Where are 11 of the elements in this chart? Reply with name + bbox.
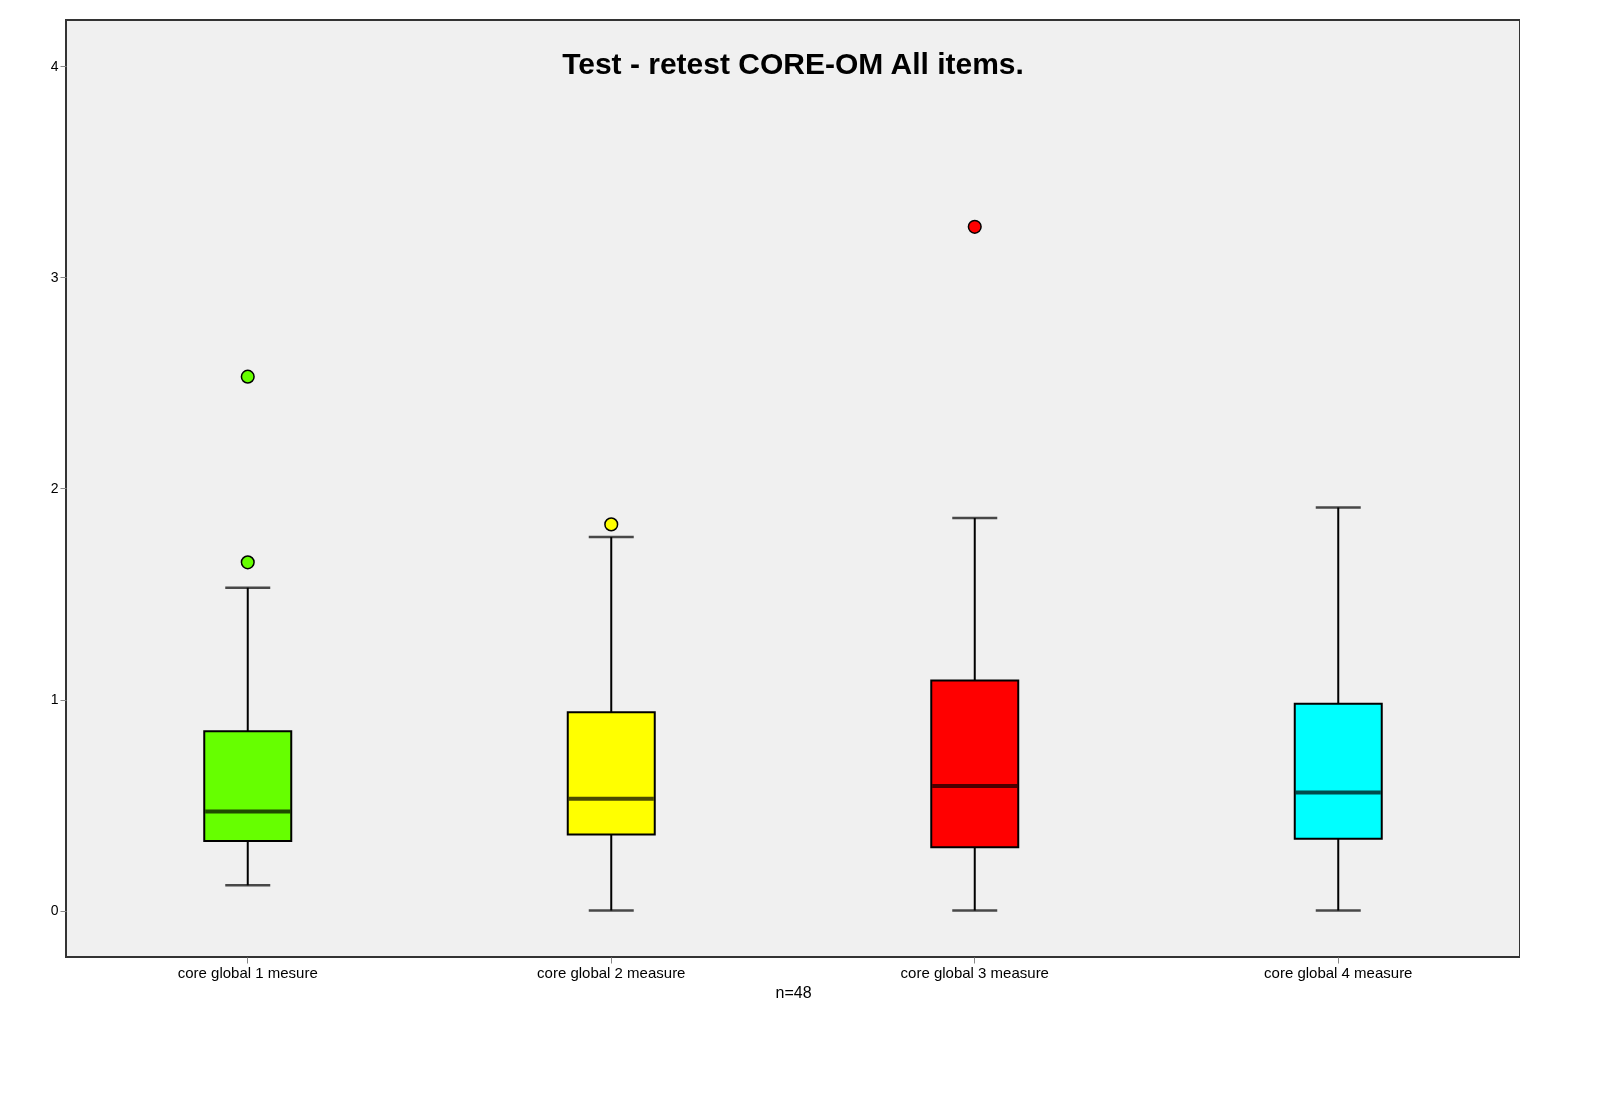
x-tick-label: core global 3 measure <box>900 963 1049 981</box>
y-tick-label: 4 <box>50 57 59 74</box>
x-tick-label: core global 1 mesure <box>177 963 318 981</box>
y-tick-label: 2 <box>50 480 59 496</box>
y-tick-label: 1 <box>50 691 59 708</box>
x-tick-label: core global 4 measure <box>1264 963 1413 981</box>
x-axis-title: n=48 <box>775 983 812 1001</box>
y-tick-label: 0 <box>50 902 59 919</box>
y-tick-label: 3 <box>50 268 59 285</box>
text: Test - retest CORE-OM All items. <box>562 47 1024 80</box>
x-tick-label: core global 2 measure <box>537 963 686 981</box>
